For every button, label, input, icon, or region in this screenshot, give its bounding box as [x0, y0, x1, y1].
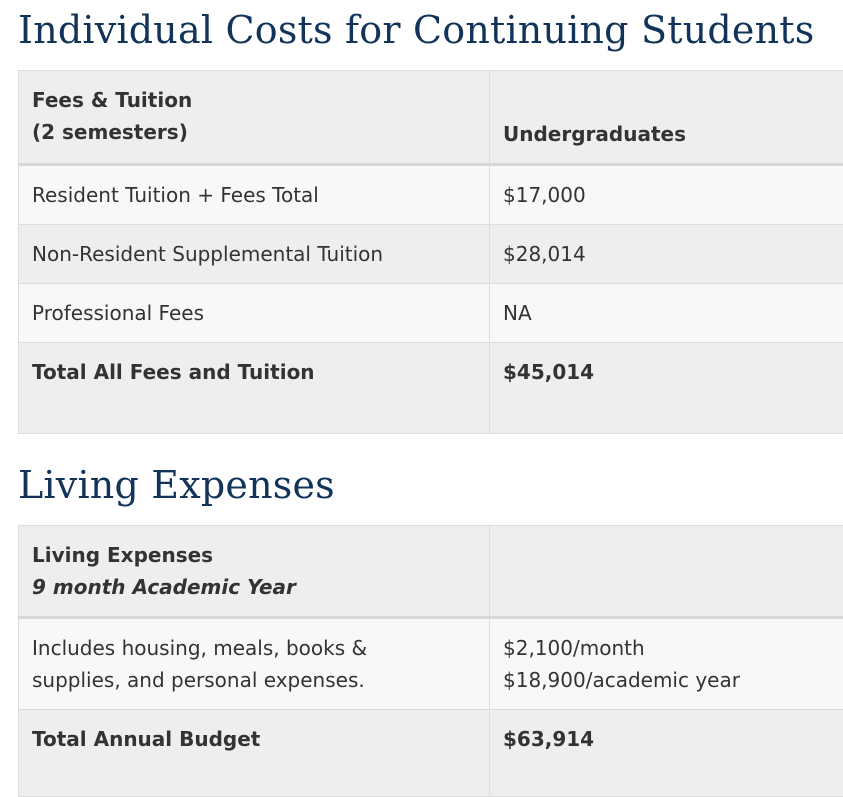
header-academic-year-label: 9 month Academic Year [32, 571, 476, 603]
row-label: Professional Fees [19, 284, 490, 343]
row-value: $2,100/month $18,900/academic year [490, 618, 843, 710]
total-value: $45,014 [490, 343, 843, 434]
table-header-row: Living Expenses 9 month Academic Year [19, 526, 843, 618]
total-row: Total Annual Budget $63,914 [19, 710, 843, 797]
row-label-line: supplies, and personal expenses. [32, 664, 476, 696]
total-label: Total Annual Budget [19, 710, 490, 797]
header-undergraduates: Undergraduates [490, 71, 843, 165]
table-row: Includes housing, meals, books & supplie… [19, 618, 843, 710]
costs-section-title: Individual Costs for Continuing Students [18, 0, 843, 70]
fees-tuition-table: Fees & Tuition (2 semesters) Undergradua… [18, 70, 843, 434]
annual-cost: $18,900/academic year [503, 664, 831, 696]
total-row: Total All Fees and Tuition $45,014 [19, 343, 843, 434]
monthly-cost: $2,100/month [503, 632, 831, 664]
header-fees-tuition: Fees & Tuition (2 semesters) [19, 71, 490, 165]
header-semesters-label: (2 semesters) [32, 116, 476, 148]
header-fees-tuition-label: Fees & Tuition [32, 84, 476, 116]
page: Individual Costs for Continuing Students… [18, 0, 843, 70]
row-value: NA [490, 284, 843, 343]
table-row: Professional Fees NA [19, 284, 843, 343]
living-title-wrap: Living Expenses [18, 466, 335, 504]
row-value: $17,000 [490, 165, 843, 225]
row-label: Includes housing, meals, books & supplie… [19, 618, 490, 710]
row-label: Non-Resident Supplemental Tuition [19, 225, 490, 284]
header-living-expenses-label: Living Expenses [32, 539, 476, 571]
total-label: Total All Fees and Tuition [19, 343, 490, 434]
table-row: Resident Tuition + Fees Total $17,000 [19, 165, 843, 225]
row-label-line: Includes housing, meals, books & [32, 632, 476, 664]
table-header-row: Fees & Tuition (2 semesters) Undergradua… [19, 71, 843, 165]
header-living-expenses: Living Expenses 9 month Academic Year [19, 526, 490, 618]
row-value: $28,014 [490, 225, 843, 284]
living-section-title: Living Expenses [18, 466, 335, 504]
living-expenses-table: Living Expenses 9 month Academic Year In… [18, 525, 843, 797]
header-empty [490, 526, 843, 618]
row-label: Resident Tuition + Fees Total [19, 165, 490, 225]
table-row: Non-Resident Supplemental Tuition $28,01… [19, 225, 843, 284]
total-value: $63,914 [490, 710, 843, 797]
